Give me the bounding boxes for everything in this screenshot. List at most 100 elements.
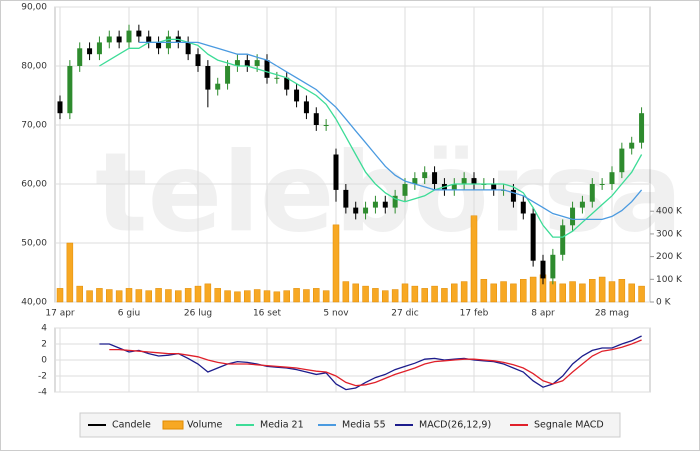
- y2-tick-label: 300 K: [656, 229, 683, 239]
- x-tick-label: 17 feb: [460, 309, 489, 319]
- volume-bar: [263, 290, 271, 303]
- volume-bar: [125, 288, 133, 303]
- candle-body: [540, 260, 546, 279]
- volume-bar: [155, 288, 162, 303]
- legend-label: Segnale MACD: [534, 420, 604, 431]
- candle-body: [106, 36, 112, 43]
- volume-bar: [549, 281, 557, 303]
- volume-bar: [66, 242, 74, 303]
- y-tick-label: 4: [41, 324, 47, 334]
- volume-bar: [184, 288, 192, 303]
- volume-bar: [313, 288, 320, 303]
- volume-bar: [382, 290, 389, 303]
- candle-body: [234, 60, 240, 66]
- candle-body: [461, 178, 467, 184]
- candle-body: [451, 184, 457, 190]
- candle-body: [116, 36, 122, 43]
- volume-bar: [86, 290, 93, 303]
- volume-bar: [421, 288, 428, 303]
- candle-body: [639, 113, 645, 143]
- y-tick-label: 0: [41, 356, 47, 366]
- legend-label: Media 55: [342, 420, 386, 431]
- volume-bar: [214, 288, 221, 303]
- volume-bar: [115, 290, 123, 303]
- price-panel: [54, 6, 651, 303]
- volume-bar: [293, 288, 300, 303]
- y-tick-label: 90,00: [21, 3, 47, 13]
- volume-bar: [431, 285, 438, 303]
- candle-body: [126, 30, 132, 43]
- candle-body: [579, 201, 585, 208]
- volume-bar: [451, 283, 458, 303]
- candle-body: [609, 172, 615, 184]
- candle-body: [313, 113, 319, 125]
- candle-body: [136, 30, 142, 37]
- candle-body: [225, 66, 231, 84]
- candle-body: [382, 201, 388, 208]
- y-tick-label: 2: [41, 340, 47, 350]
- candle-body: [589, 184, 595, 202]
- y-tick-label: 60,00: [21, 180, 47, 190]
- volume-bar: [618, 279, 626, 303]
- volume-bar: [569, 281, 576, 303]
- volume-bar: [106, 289, 113, 303]
- candle-body: [363, 207, 369, 214]
- legend-label: Volume: [187, 420, 222, 431]
- candle-body: [520, 201, 526, 214]
- volume-bar: [628, 283, 635, 303]
- volume-bar: [608, 281, 616, 303]
- volume-bar: [559, 283, 566, 303]
- volume-bar: [480, 279, 488, 303]
- candle-body: [560, 225, 566, 255]
- x-tick-label: 27 dic: [391, 309, 419, 319]
- volume-bar: [204, 283, 212, 303]
- volume-bar: [76, 285, 83, 303]
- candle-body: [57, 101, 63, 114]
- candle-body: [205, 66, 211, 90]
- volume-bar: [273, 291, 281, 303]
- x-tick-label: 17 apr: [45, 309, 75, 319]
- candle-body: [629, 142, 635, 149]
- volume-bar: [175, 290, 182, 303]
- volume-bar: [391, 289, 399, 303]
- series-line: [99, 335, 642, 391]
- y-tick-label: 80,00: [21, 62, 47, 72]
- candle-body: [146, 36, 152, 43]
- candle-body: [77, 48, 83, 66]
- legend-label: MACD(26,12,9): [419, 420, 491, 431]
- volume-bar: [352, 283, 359, 303]
- candle-body: [619, 148, 625, 173]
- candle-body: [422, 172, 428, 179]
- volume-bar: [529, 276, 537, 303]
- y-tick-label: 40,00: [21, 298, 47, 308]
- y-tick-label: 70,00: [21, 121, 47, 131]
- candle-body: [185, 42, 191, 55]
- volume-bar: [490, 283, 497, 303]
- volume-bar: [283, 290, 290, 303]
- volume-bar: [638, 285, 645, 303]
- candle-body: [402, 184, 408, 196]
- volume-bar: [244, 290, 251, 303]
- candle-body: [323, 125, 329, 126]
- candle-body: [343, 189, 349, 208]
- watermark: telebörsa: [95, 128, 683, 256]
- volume-bar: [401, 283, 409, 303]
- candle-body: [372, 201, 378, 208]
- series-line: [138, 41, 643, 221]
- candle-body: [333, 154, 339, 190]
- candle-body: [254, 60, 260, 66]
- candle-body: [570, 207, 576, 226]
- candle-body: [510, 189, 516, 202]
- y2-tick-label: 0 K: [656, 298, 672, 308]
- candle-body: [96, 42, 102, 55]
- y-tick-label: -2: [38, 372, 47, 382]
- legend-label: Media 21: [260, 420, 304, 431]
- y2-tick-label: 200 K: [656, 252, 683, 262]
- x-tick-label: 16 set: [253, 309, 282, 319]
- legend-swatch: [162, 420, 184, 430]
- volume-bar: [135, 289, 143, 303]
- candle-body: [471, 178, 477, 184]
- candle-body: [264, 60, 270, 78]
- volume-bar: [253, 289, 261, 303]
